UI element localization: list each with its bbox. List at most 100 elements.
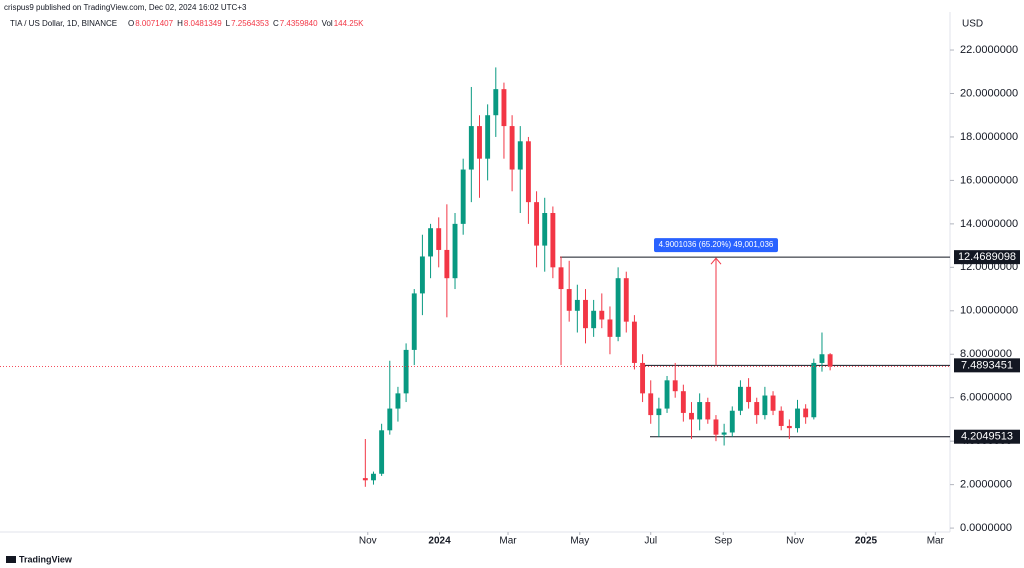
price-label: 7.4893451 — [961, 359, 1013, 371]
y-tick-label: 22.0000000 — [960, 44, 1018, 56]
candle-body — [721, 432, 727, 435]
candle-body — [746, 386, 752, 403]
candle-body — [550, 213, 556, 268]
candle-body — [477, 126, 482, 159]
candle-body — [770, 395, 776, 411]
x-tick-label: Nov — [359, 536, 377, 547]
candle-body — [672, 380, 678, 392]
candle-body — [444, 249, 450, 279]
publisher: crispus9 published on TradingView.com, D… — [4, 3, 247, 12]
ohlc-label: O — [128, 19, 134, 28]
candle-body — [452, 223, 458, 279]
y-tick-label: 14.0000000 — [960, 218, 1018, 230]
y-tick-label: 10.0000000 — [960, 305, 1018, 317]
candle-body — [615, 278, 621, 337]
ohlc-label: Vol — [322, 19, 333, 28]
candle-body — [631, 321, 637, 363]
candle-body — [387, 408, 393, 431]
candle-body — [697, 402, 703, 420]
ohlc-value: 8.0071407 — [135, 19, 173, 28]
candle-body — [827, 354, 833, 367]
candle-body — [419, 256, 425, 294]
arrow-head — [710, 257, 722, 265]
candle-body — [819, 354, 825, 363]
candle-body — [648, 393, 654, 416]
y-tick-label: 20.0000000 — [960, 87, 1018, 99]
x-tick-label: May — [570, 536, 589, 547]
x-tick-label: 2024 — [428, 536, 451, 547]
candle-body — [754, 402, 760, 416]
candle-body — [623, 278, 629, 322]
candle-body — [680, 391, 686, 413]
candle-body — [542, 213, 548, 246]
y-tick-label: 12.0000000 — [960, 261, 1018, 273]
candle-body — [485, 115, 491, 159]
symbol: TIA / US Dollar, 1D, BINANCE — [10, 19, 117, 28]
candle-body — [558, 267, 564, 290]
candle-body — [379, 430, 385, 474]
ohlc-label: C — [273, 19, 279, 28]
ohlc-value: 8.0481349 — [184, 19, 222, 28]
price-label: 4.2049513 — [961, 431, 1013, 443]
candle-body — [583, 299, 588, 329]
candle-body — [737, 386, 743, 411]
candle-body — [501, 89, 507, 127]
candle-body — [517, 141, 523, 170]
candle-body — [786, 425, 792, 429]
candle-body — [729, 410, 735, 433]
candle-body — [689, 412, 694, 420]
candle-body — [574, 299, 580, 311]
candle-body — [509, 126, 515, 170]
candle-body — [713, 419, 719, 435]
candle-body — [599, 310, 605, 320]
measure-label: 4.9001036 (65.20%) 49,001,036 — [659, 240, 774, 249]
candle-body — [460, 169, 466, 224]
footer-logo: TradingView — [6, 554, 73, 564]
candle-body — [534, 202, 540, 246]
candle-body — [640, 362, 646, 394]
y-tick-label: 8.0000000 — [960, 348, 1012, 360]
logo-icon — [6, 556, 16, 563]
candle-body — [493, 89, 499, 116]
y-tick-label: 2.0000000 — [960, 479, 1012, 491]
measure-box — [654, 238, 778, 253]
x-tick-label: Jul — [644, 536, 657, 547]
candle-body — [656, 408, 662, 416]
price-label-box — [954, 429, 1020, 444]
candle-body — [762, 395, 768, 416]
x-tick-label: Mar — [927, 536, 945, 547]
candle-body — [607, 319, 613, 337]
ohlc-label: H — [177, 19, 183, 28]
candle-body — [566, 289, 572, 311]
candle-body — [591, 310, 597, 329]
y-tick-label: 18.0000000 — [960, 131, 1018, 143]
candle-body — [525, 141, 531, 203]
candle-body — [811, 362, 817, 418]
x-tick-label: 2025 — [855, 536, 878, 547]
candle-body — [371, 473, 376, 481]
candle-body — [803, 408, 809, 418]
ohlc-label: L — [226, 19, 231, 28]
x-tick-label: Sep — [714, 536, 732, 547]
logo-text: TradingView — [19, 554, 73, 564]
y-tick-label: 0.0000000 — [960, 522, 1012, 534]
x-tick-label: Nov — [786, 536, 804, 547]
candle-body — [468, 126, 474, 170]
y-tick-label: 16.0000000 — [960, 174, 1018, 186]
candle-body — [403, 349, 409, 394]
candle-body — [428, 228, 434, 257]
candle-body — [705, 402, 711, 420]
candle-body — [436, 228, 442, 250]
candle-body — [664, 380, 670, 409]
price-label: 12.4689098 — [958, 251, 1016, 263]
ohlc-value: 7.2564353 — [231, 19, 269, 28]
ohlc-value: 7.4359840 — [280, 19, 318, 28]
candle-body — [778, 410, 784, 426]
price-label-box — [954, 358, 1020, 373]
candle-body — [395, 393, 401, 409]
price-label-box — [954, 250, 1020, 265]
candle-body — [411, 293, 417, 350]
ohlc-value: 144.25K — [334, 19, 364, 28]
